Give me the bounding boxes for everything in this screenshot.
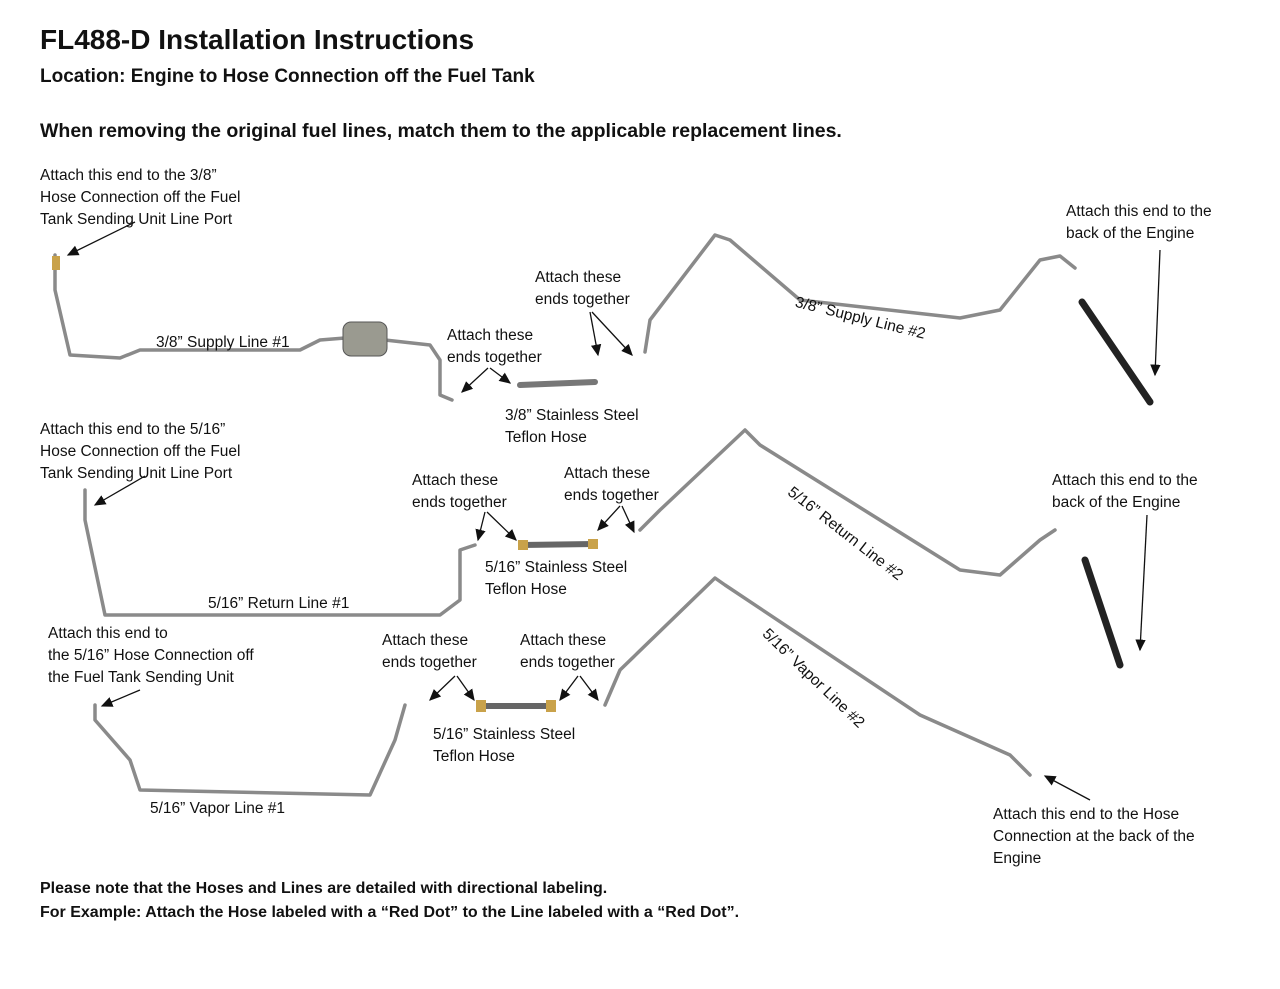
return-hose-label: 5/16” Stainless Steel Teflon Hose	[485, 559, 628, 598]
arrow	[579, 675, 599, 702]
supply-engine-end-label: Attach this end to the back of the Engin…	[1066, 203, 1212, 242]
supply-line-2	[643, 233, 1077, 354]
arrow	[486, 511, 517, 541]
return-tank-end-label: Attach this end to the 5/16” Hose Connec…	[40, 421, 241, 482]
instruction-text: When removing the original fuel lines, m…	[40, 120, 842, 142]
supply-tank-end-label: Attach this end to the 3/8” Hose Connect…	[40, 167, 241, 228]
arrow	[1043, 775, 1091, 801]
footer-example: For Example: Attach the Hose labeled wit…	[40, 904, 740, 921]
vapor-line-1	[93, 703, 407, 797]
return-line-1	[83, 488, 477, 617]
supply-hose	[517, 379, 598, 388]
brass-fitting	[52, 256, 60, 270]
vapor-line-1-label: 5/16” Vapor Line #1	[150, 800, 286, 817]
arrow	[1135, 514, 1148, 652]
return-engine-hose	[1081, 556, 1124, 669]
arrow	[461, 367, 489, 393]
return-line-1-label: 5/16” Return Line #1	[208, 595, 350, 612]
arrow	[589, 311, 602, 357]
supply-join-right-label: Attach these ends together	[535, 269, 630, 308]
arrow	[621, 505, 635, 534]
arrow	[559, 675, 579, 702]
return-hose	[519, 541, 597, 548]
arrow	[66, 221, 136, 256]
brass-fitting	[518, 540, 528, 550]
supply-hose-label: 3/8” Stainless Steel Teflon Hose	[505, 407, 639, 446]
arrow	[597, 505, 621, 531]
vapor-tank-end-label: Attach this end to the 5/16” Hose Connec…	[48, 625, 254, 686]
arrow	[93, 475, 146, 506]
return-engine-end-label: Attach this end to the back of the Engin…	[1052, 472, 1198, 511]
footer-note: Please note that the Hoses and Lines are…	[40, 880, 608, 897]
brass-fitting	[476, 700, 486, 712]
supply-engine-hose	[1078, 298, 1154, 406]
arrow	[591, 311, 633, 356]
arrow	[475, 511, 486, 542]
return-join-right-label: Attach these ends together	[564, 465, 659, 504]
arrow	[456, 675, 475, 702]
vapor-hose-label: 5/16” Stainless Steel Teflon Hose	[433, 726, 576, 765]
arrow	[1150, 249, 1161, 377]
supply-line-1	[53, 253, 347, 360]
supply-line-1-label: 3/8” Supply Line #1	[156, 334, 290, 351]
arrow	[100, 689, 141, 707]
location-subtitle: Location: Engine to Hose Connection off …	[40, 66, 535, 87]
vapor-engine-end-label: Attach this end to the Hose Connection a…	[993, 806, 1195, 867]
return-line-2	[638, 428, 1057, 577]
vapor-join-right-label: Attach these ends together	[520, 632, 615, 671]
arrow	[489, 367, 512, 384]
vapor-join-left-label: Attach these ends together	[382, 632, 477, 671]
fuel-filter	[342, 321, 388, 357]
brass-fitting	[546, 700, 556, 712]
vapor-line-2	[603, 576, 1032, 777]
supply-join-left-label: Attach these ends together	[447, 327, 542, 366]
supply-line-1-end	[383, 338, 454, 402]
page-title: FL488-D Installation Instructions	[40, 24, 475, 55]
brass-fitting	[588, 539, 598, 549]
arrow	[429, 675, 456, 701]
return-join-left-label: Attach these ends together	[412, 472, 507, 511]
